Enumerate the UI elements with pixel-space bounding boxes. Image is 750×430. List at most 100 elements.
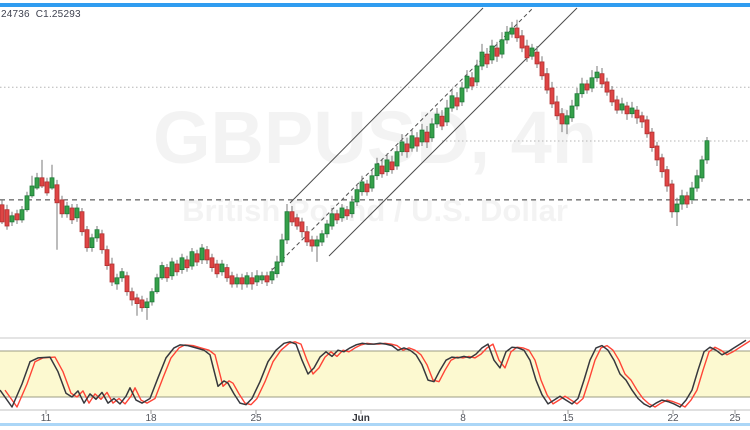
candle-down[interactable] — [69, 207, 75, 221]
candle-down[interactable] — [599, 73, 605, 85]
candle-up[interactable] — [269, 271, 275, 281]
candle-down[interactable] — [164, 267, 170, 279]
candle-up[interactable] — [254, 275, 260, 283]
candle-down[interactable] — [534, 51, 540, 65]
candle-up[interactable] — [74, 207, 80, 219]
candle-down[interactable] — [14, 213, 20, 221]
candle-up[interactable] — [369, 175, 375, 189]
candle-down[interactable] — [454, 97, 460, 107]
candle-down[interactable] — [644, 119, 650, 135]
candle-down[interactable] — [344, 209, 350, 217]
candle-up[interactable] — [169, 261, 175, 277]
candle-up[interactable] — [419, 129, 425, 143]
candle-down[interactable] — [549, 87, 555, 105]
candle-down[interactable] — [649, 131, 655, 149]
candle-up[interactable] — [504, 31, 510, 41]
candle-up[interactable] — [329, 213, 335, 227]
candle-up[interactable] — [574, 93, 580, 107]
candle-down[interactable] — [484, 53, 490, 65]
candle-up[interactable] — [629, 107, 635, 115]
candle-down[interactable] — [614, 99, 620, 111]
candle-up[interactable] — [449, 95, 455, 109]
candle-down[interactable] — [624, 105, 630, 115]
candle-up[interactable] — [274, 261, 280, 275]
candle-down[interactable] — [204, 249, 210, 261]
candle-down[interactable] — [134, 297, 140, 304]
candle-up[interactable] — [399, 141, 405, 153]
candle-down[interactable] — [84, 229, 90, 249]
candle-down[interactable] — [514, 27, 520, 39]
candle-up[interactable] — [324, 223, 330, 235]
candle-up[interactable] — [219, 263, 225, 273]
candle-up[interactable] — [374, 163, 380, 177]
candle-up[interactable] — [179, 257, 185, 270]
candle-down[interactable] — [639, 115, 645, 123]
candle-down[interactable] — [214, 263, 220, 275]
candle-up[interactable] — [314, 239, 320, 247]
candle-up[interactable] — [489, 45, 495, 61]
candle-up[interactable] — [479, 51, 485, 67]
candle-up[interactable] — [114, 277, 120, 285]
candle-down[interactable] — [209, 257, 215, 268]
candle-up[interactable] — [199, 247, 205, 261]
candle-up[interactable] — [429, 123, 435, 139]
candle-down[interactable] — [519, 35, 525, 49]
candle-up[interactable] — [689, 187, 695, 201]
candle-down[interactable] — [309, 239, 315, 247]
candle-up[interactable] — [94, 229, 100, 239]
candle-up[interactable] — [89, 237, 95, 249]
candle-down[interactable] — [44, 181, 50, 194]
candle-up[interactable] — [19, 209, 25, 221]
candle-down[interactable] — [224, 267, 230, 279]
candle-up[interactable] — [699, 159, 705, 179]
candle-down[interactable] — [4, 209, 10, 227]
candle-up[interactable] — [279, 239, 285, 263]
candle-down[interactable] — [129, 291, 135, 301]
candle-down[interactable] — [79, 211, 85, 233]
candle-up[interactable] — [529, 47, 535, 57]
candle-up[interactable] — [384, 159, 390, 173]
candle-up[interactable] — [589, 77, 595, 89]
candle-up[interactable] — [149, 291, 155, 303]
candle-down[interactable] — [414, 137, 420, 147]
candle-down[interactable] — [469, 77, 475, 87]
time-axis[interactable]: 11 18 25 Jun 8 15 22 25 — [0, 411, 750, 425]
candle-up[interactable] — [704, 140, 710, 161]
candle-up[interactable] — [154, 277, 160, 293]
candle-down[interactable] — [544, 73, 550, 91]
candle-up[interactable] — [354, 189, 360, 203]
candle-down[interactable] — [559, 113, 565, 125]
candle-down[interactable] — [239, 277, 245, 285]
candle-up[interactable] — [284, 211, 290, 241]
candle-down[interactable] — [104, 249, 110, 266]
candle-up[interactable] — [34, 177, 40, 189]
candle-down[interactable] — [609, 89, 615, 103]
candle-up[interactable] — [619, 103, 625, 111]
candle-down[interactable] — [229, 275, 235, 285]
candle-down[interactable] — [184, 259, 190, 269]
candle-down[interactable] — [684, 195, 690, 205]
channel-upper-line[interactable] — [289, 7, 484, 204]
candle-up[interactable] — [444, 107, 450, 123]
candle-down[interactable] — [634, 109, 640, 119]
candle-up[interactable] — [359, 181, 365, 193]
candle-up[interactable] — [509, 27, 515, 35]
candle-down[interactable] — [54, 184, 60, 204]
candle-down[interactable] — [39, 177, 45, 187]
candle-down[interactable] — [249, 277, 255, 285]
candle-up[interactable] — [564, 115, 570, 125]
candle-down[interactable] — [664, 169, 670, 187]
candle-up[interactable] — [259, 275, 265, 281]
candle-down[interactable] — [659, 157, 665, 173]
candle-down[interactable] — [669, 183, 675, 213]
candle-up[interactable] — [119, 271, 125, 279]
candle-up[interactable] — [434, 113, 440, 125]
candle-down[interactable] — [424, 131, 430, 143]
candle-down[interactable] — [194, 253, 200, 263]
candle-up[interactable] — [64, 205, 70, 215]
candle-up[interactable] — [594, 71, 600, 79]
candle-down[interactable] — [554, 101, 560, 117]
candle-up[interactable] — [319, 233, 325, 243]
candle-down[interactable] — [604, 81, 610, 93]
candle-up[interactable] — [409, 135, 415, 149]
